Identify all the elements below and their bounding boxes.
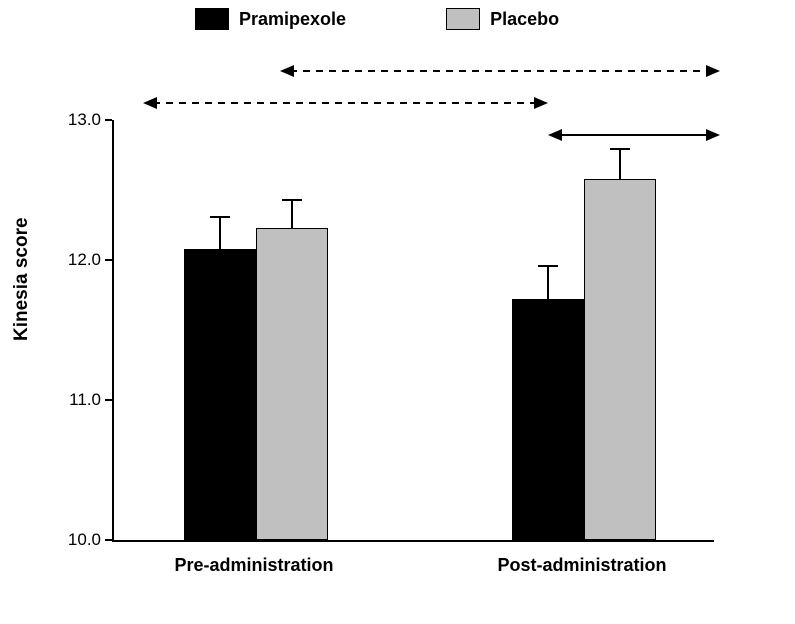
legend-item-pramipexole: Pramipexole: [195, 8, 346, 30]
error-bar: [619, 149, 621, 178]
bar: [512, 299, 584, 540]
bar: [584, 179, 656, 540]
y-tick-label: 11.0: [69, 390, 101, 410]
plot-area: [112, 120, 714, 542]
error-bar: [219, 217, 221, 249]
significance-line: [280, 61, 720, 81]
y-tick-label: 13.0: [68, 110, 101, 130]
x-tick-label: Pre-administration: [174, 555, 333, 576]
y-tick-mark: [105, 119, 112, 121]
bar: [256, 228, 328, 540]
y-tick-mark: [105, 399, 112, 401]
y-tick-mark: [105, 259, 112, 261]
x-tick-label: Post-administration: [497, 555, 666, 576]
significance-line: [548, 125, 720, 145]
error-bar-cap: [610, 148, 630, 150]
y-tick-mark: [105, 539, 112, 541]
chart-container: Pramipexole Placebo Kinesia score 10.0 11…: [0, 0, 795, 624]
error-bar: [547, 266, 549, 300]
y-axis-title: Kinesia score: [11, 217, 33, 341]
error-bar: [291, 200, 293, 228]
y-tick-label: 12.0: [68, 250, 101, 270]
legend-swatch-pramipexole: [195, 8, 229, 30]
error-bar-cap: [538, 265, 558, 267]
error-bar-cap: [282, 199, 302, 201]
legend-label-pramipexole: Pramipexole: [239, 9, 346, 30]
legend-item-placebo: Placebo: [446, 8, 559, 30]
legend: Pramipexole Placebo: [195, 8, 559, 30]
legend-label-placebo: Placebo: [490, 9, 559, 30]
error-bar-cap: [210, 216, 230, 218]
legend-swatch-placebo: [446, 8, 480, 30]
significance-line: [143, 93, 548, 113]
y-tick-label: 10.0: [68, 530, 101, 550]
bar: [184, 249, 256, 540]
